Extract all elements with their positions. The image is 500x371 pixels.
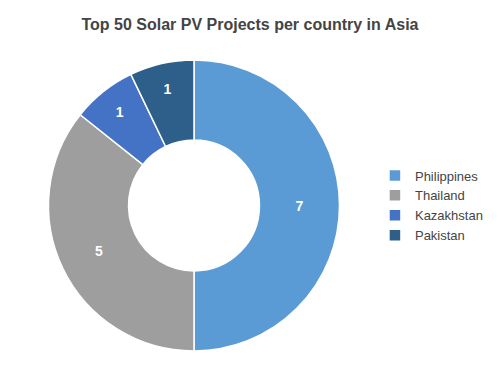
svg-text:Kazakhstan: Kazakhstan: [415, 208, 483, 223]
svg-text:1: 1: [164, 81, 172, 97]
svg-text:1: 1: [116, 104, 124, 120]
svg-text:Philippines: Philippines: [415, 169, 478, 184]
svg-text:7: 7: [295, 198, 303, 214]
svg-text:Thailand: Thailand: [415, 188, 465, 203]
svg-text:Pakistan: Pakistan: [415, 228, 465, 243]
svg-text:Top 50 Solar PV Projects per c: Top 50 Solar PV Projects per country in …: [82, 16, 419, 33]
svg-text:5: 5: [95, 243, 103, 259]
